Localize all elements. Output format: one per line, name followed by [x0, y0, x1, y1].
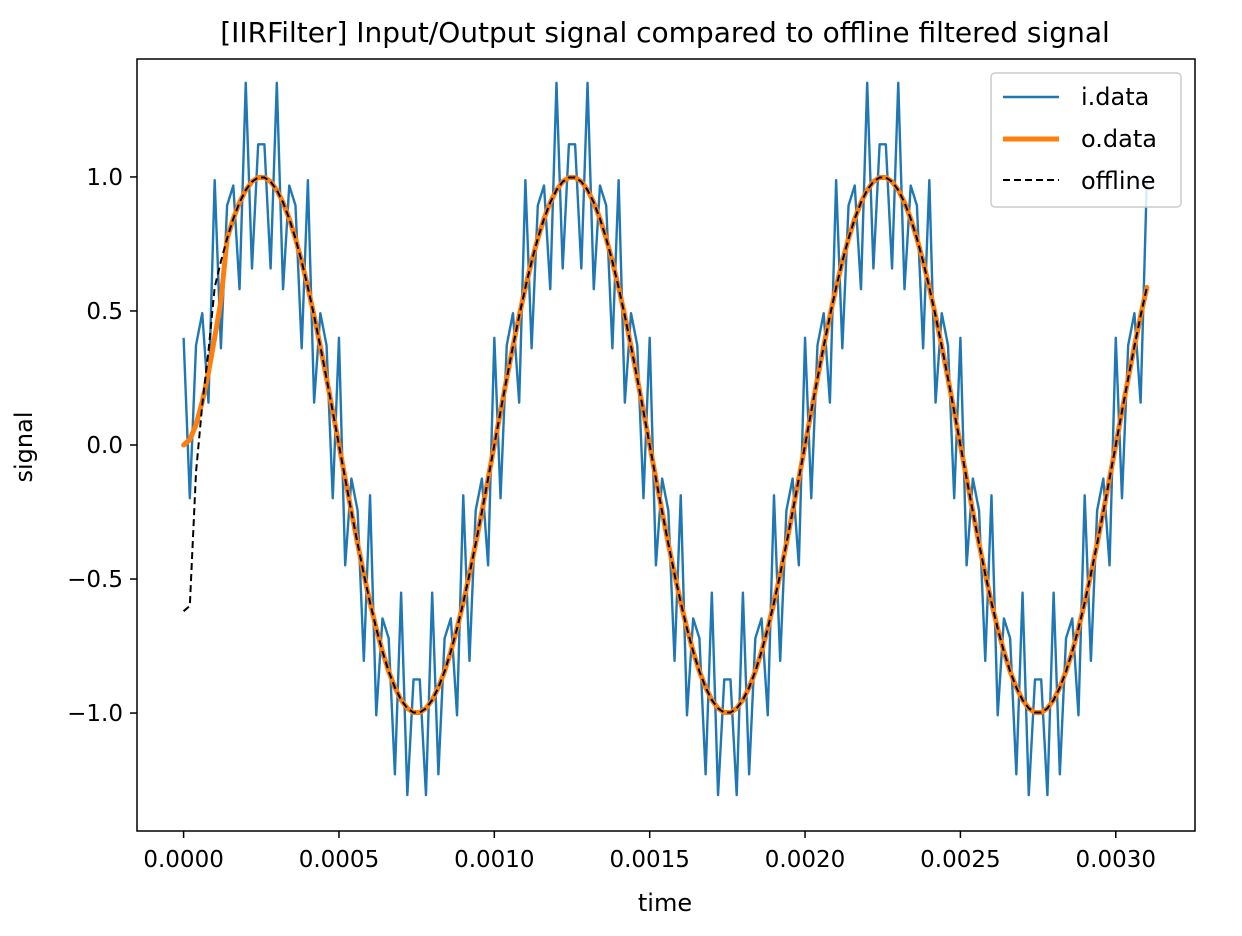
x-tick-label: 0.0020: [765, 847, 845, 873]
series-offline: [182, 176, 1148, 714]
legend-box: [990, 72, 1182, 208]
x-axis-label: time: [638, 889, 692, 917]
y-tick-label: 0.0: [86, 433, 123, 459]
y-tick-label: −0.5: [67, 567, 123, 593]
y-axis-label: signal: [10, 412, 38, 483]
series-line: [182, 176, 1148, 714]
x-tick-label: 0.0005: [299, 847, 379, 873]
y-axis-ticks: −1.0 −0.5 0.0 0.5 1.0: [67, 165, 137, 727]
legend-label-offline: offline: [1081, 167, 1156, 195]
legend-label-i-data: i.data: [1081, 83, 1149, 111]
series-i-data: [182, 81, 1149, 797]
chart-title: [IIRFilter] Input/Output signal compared…: [220, 16, 1110, 49]
x-tick-label: 0.0030: [1076, 847, 1156, 873]
x-tick-label: 0.0000: [143, 847, 223, 873]
series-line: [182, 81, 1149, 797]
legend-label-o-data: o.data: [1081, 125, 1157, 153]
y-tick-label: 0.5: [86, 299, 123, 325]
x-tick-label: 0.0010: [454, 847, 534, 873]
y-tick-label: 1.0: [86, 165, 123, 191]
x-axis-ticks: 0.0000 0.0005 0.0010 0.0015 0.0020 0.0025 0.00…: [143, 831, 1156, 873]
y-tick-label: −1.0: [67, 701, 123, 727]
x-tick-label: 0.0025: [920, 847, 1000, 873]
x-tick-label: 0.0015: [609, 847, 689, 873]
legend: i.data o.data offline: [990, 72, 1182, 208]
plot-lines: [181, 81, 1150, 797]
